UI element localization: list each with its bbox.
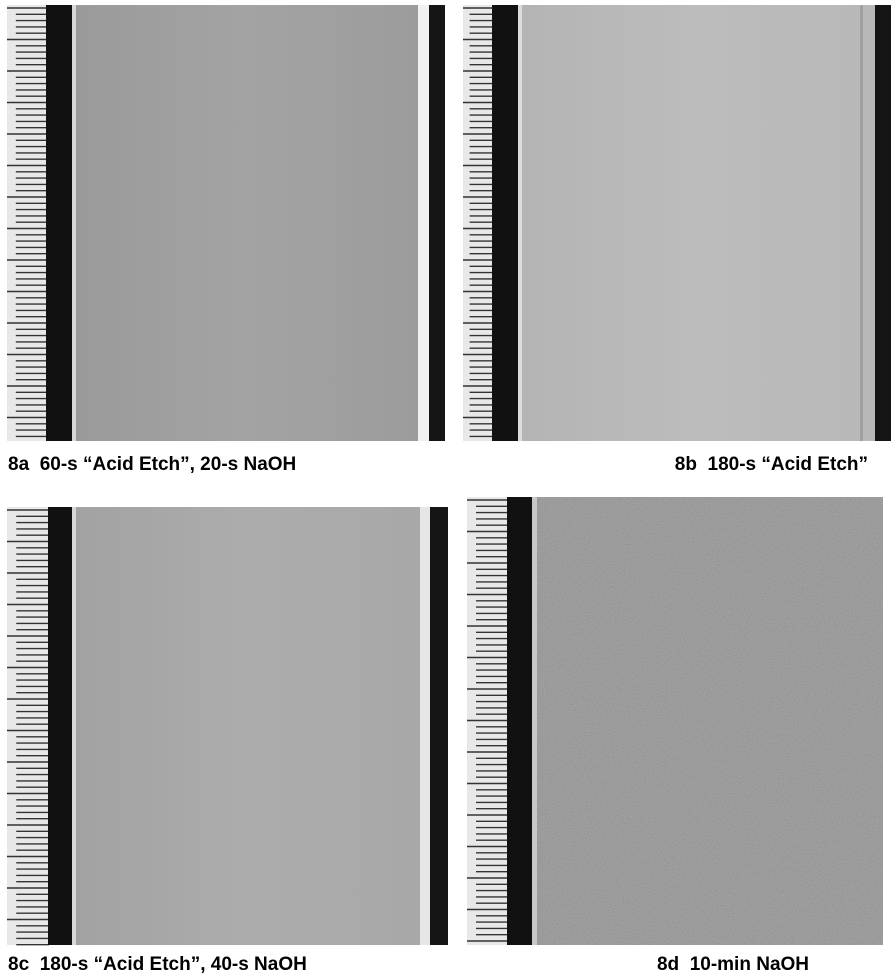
- caption: 8c 180-s “Acid Etch”, 40-s NaOH: [8, 954, 307, 974]
- photo-b: [463, 5, 891, 441]
- photo-a: [7, 5, 445, 441]
- photo-c: [7, 507, 448, 945]
- caption: 8d 10-min NaOH: [657, 954, 809, 974]
- figure: 8a 60-s “Acid Etch”, 20-s NaOH 8b 180-s …: [0, 0, 891, 974]
- photo-d: [467, 497, 883, 945]
- page: 8a 60-s “Acid Etch”, 20-s NaOH 8b 180-s …: [0, 0, 891, 974]
- caption: 8a 60-s “Acid Etch”, 20-s NaOH: [8, 454, 296, 475]
- caption: 8b 180-s “Acid Etch”: [675, 454, 868, 475]
